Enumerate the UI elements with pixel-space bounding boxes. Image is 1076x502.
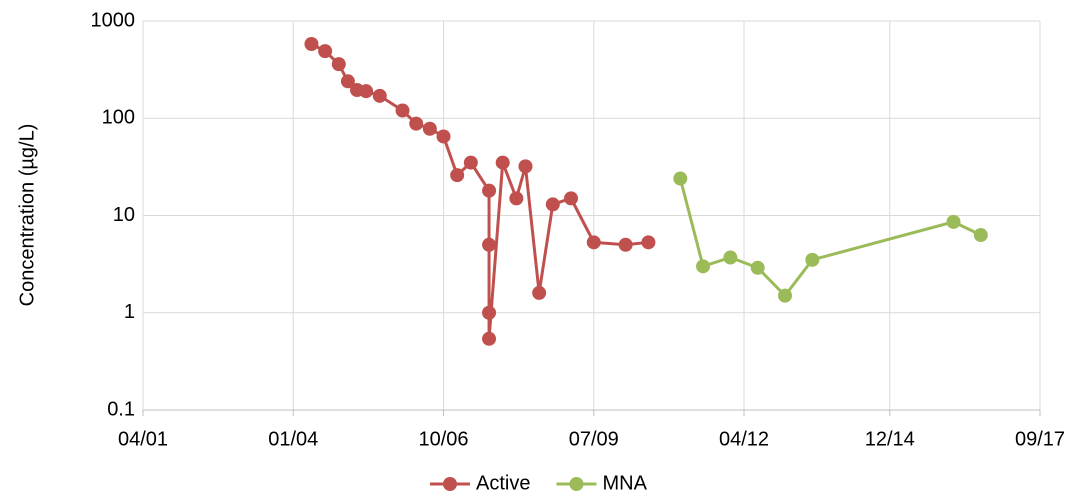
x-tick-label: 04/01 <box>118 428 168 450</box>
x-tick-label: 01/04 <box>268 428 318 450</box>
data-point <box>805 252 820 267</box>
legend-marker <box>443 477 457 491</box>
x-tick-label: 12/14 <box>865 428 915 450</box>
data-point <box>973 228 988 243</box>
data-point <box>372 88 387 103</box>
data-point <box>545 197 560 212</box>
x-tick-label: 07/09 <box>569 428 619 450</box>
data-point <box>673 171 688 186</box>
y-tick-label: 10 <box>113 204 135 226</box>
data-point <box>495 155 510 170</box>
data-point <box>395 103 410 118</box>
legend-marker <box>569 477 584 491</box>
x-tick-label: 10/06 <box>418 428 468 450</box>
y-axis-label: Concentration (µg/L) <box>16 124 38 307</box>
data-point <box>463 155 478 170</box>
x-tick-label: 04/12 <box>719 428 769 450</box>
data-point <box>518 159 533 174</box>
data-point <box>409 116 424 131</box>
data-point <box>304 37 319 52</box>
data-point <box>723 250 738 265</box>
data-point <box>564 191 579 206</box>
data-point <box>532 285 547 300</box>
data-point <box>946 214 961 229</box>
y-tick-label: 1000 <box>91 9 136 31</box>
data-point <box>778 288 793 303</box>
data-point <box>482 331 497 346</box>
y-tick-label: 100 <box>102 107 135 129</box>
data-point <box>422 121 437 136</box>
data-point <box>750 260 765 275</box>
data-point <box>331 57 346 72</box>
legend-label: MNA <box>602 472 647 494</box>
y-tick-label: 0.1 <box>107 398 135 420</box>
y-tick-label: 1 <box>124 301 135 323</box>
data-point <box>482 305 497 320</box>
data-point <box>641 235 656 250</box>
legend-label: Active <box>476 472 530 494</box>
data-point <box>436 129 451 144</box>
data-point <box>450 168 465 183</box>
data-point <box>318 44 333 59</box>
data-point <box>509 191 524 206</box>
data-point <box>696 259 711 274</box>
data-point <box>340 74 355 89</box>
data-point <box>618 237 633 252</box>
data-point <box>359 84 374 99</box>
series-line <box>678 178 982 298</box>
x-tick-label: 09/17 <box>1015 428 1065 450</box>
data-point <box>586 235 601 250</box>
data-point <box>482 237 497 252</box>
data-point <box>482 183 497 198</box>
